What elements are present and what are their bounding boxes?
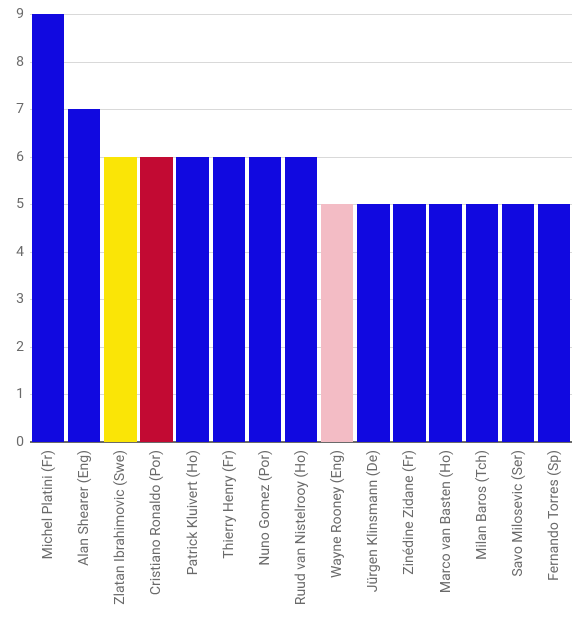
x-axis-tick-label: Thierry Henry (Fr)	[221, 450, 237, 559]
x-axis-tick-label: Nuno Gomez (Por)	[257, 450, 273, 566]
y-axis-tick-label: 9	[16, 6, 30, 22]
y-axis-tick-label: 6	[16, 149, 30, 165]
bar	[466, 204, 499, 442]
y-axis-tick-label: 4	[16, 244, 30, 260]
x-axis-tick-label: Michel Platini (Fr)	[40, 450, 56, 559]
bar	[68, 109, 101, 442]
bar-slot	[211, 157, 247, 442]
bar-slot	[319, 204, 355, 442]
bar	[321, 204, 354, 442]
bar-slot	[247, 157, 283, 442]
y-axis-tick-label: 7	[16, 101, 30, 117]
bar-slot	[500, 204, 536, 442]
bar	[32, 14, 65, 442]
x-axis-tick-label: Jürgen Klinsmann (De)	[365, 450, 381, 592]
bar-slot	[355, 204, 391, 442]
bar	[176, 157, 209, 442]
bar	[502, 204, 535, 442]
x-axis-tick-label: Zinédine Zidane (Fr)	[401, 450, 417, 575]
bar-slot	[102, 157, 138, 442]
x-axis-tick-label: Patrick Kluivert (Ho)	[185, 450, 201, 575]
bar	[538, 204, 571, 442]
x-axis-tick-label: Milan Baros (Tch)	[474, 450, 490, 560]
y-axis-tick-label: 8	[16, 54, 30, 70]
bar	[429, 204, 462, 442]
x-axis-tick-label: Marco van Basten (Ho)	[438, 450, 454, 593]
bar-slot	[536, 204, 572, 442]
x-axis-tick-label: Fernando Torres (Sp)	[546, 450, 562, 581]
bar-slot	[30, 14, 66, 442]
bar-slot	[428, 204, 464, 442]
x-axis-tick-label: Alan Shearer (Eng)	[76, 450, 92, 566]
bar	[213, 157, 246, 442]
x-axis-tick-label: Savo Milosevic (Ser)	[510, 450, 526, 577]
y-axis-tick-label: 3	[16, 291, 30, 307]
y-axis-tick-label: 2	[16, 339, 30, 355]
bar-slot	[175, 157, 211, 442]
y-axis-tick-label: 5	[16, 196, 30, 212]
bar	[285, 157, 318, 442]
x-axis-tick-label: Cristiano Ronaldo (Por)	[148, 450, 164, 595]
bar-slot	[391, 204, 427, 442]
bar-slot	[283, 157, 319, 442]
bar	[104, 157, 137, 442]
bars-container	[30, 14, 572, 442]
x-axis-tick-label: Ruud van Nistelrooy (Ho)	[293, 450, 309, 605]
bar-slot	[66, 109, 102, 442]
bar	[140, 157, 173, 442]
x-axis-tick-label: Zlatan Ibrahimovic (Swe)	[112, 450, 128, 605]
plot-area: 0123456789Michel Platini (Fr)Alan Sheare…	[30, 14, 572, 442]
bar-chart: 0 1 2 3 4 5 6 7 8 9 Michel Platini (Fr) Alan Sheare…	[0, 0, 582, 626]
bar	[393, 204, 426, 442]
x-axis-tick-label: Wayne Rooney (Eng)	[329, 450, 345, 578]
bar-slot	[464, 204, 500, 442]
bar-slot	[138, 157, 174, 442]
y-axis-tick-label: 1	[16, 386, 30, 402]
bar	[249, 157, 282, 442]
bar	[357, 204, 390, 442]
y-axis-tick-label: 0	[16, 434, 30, 450]
